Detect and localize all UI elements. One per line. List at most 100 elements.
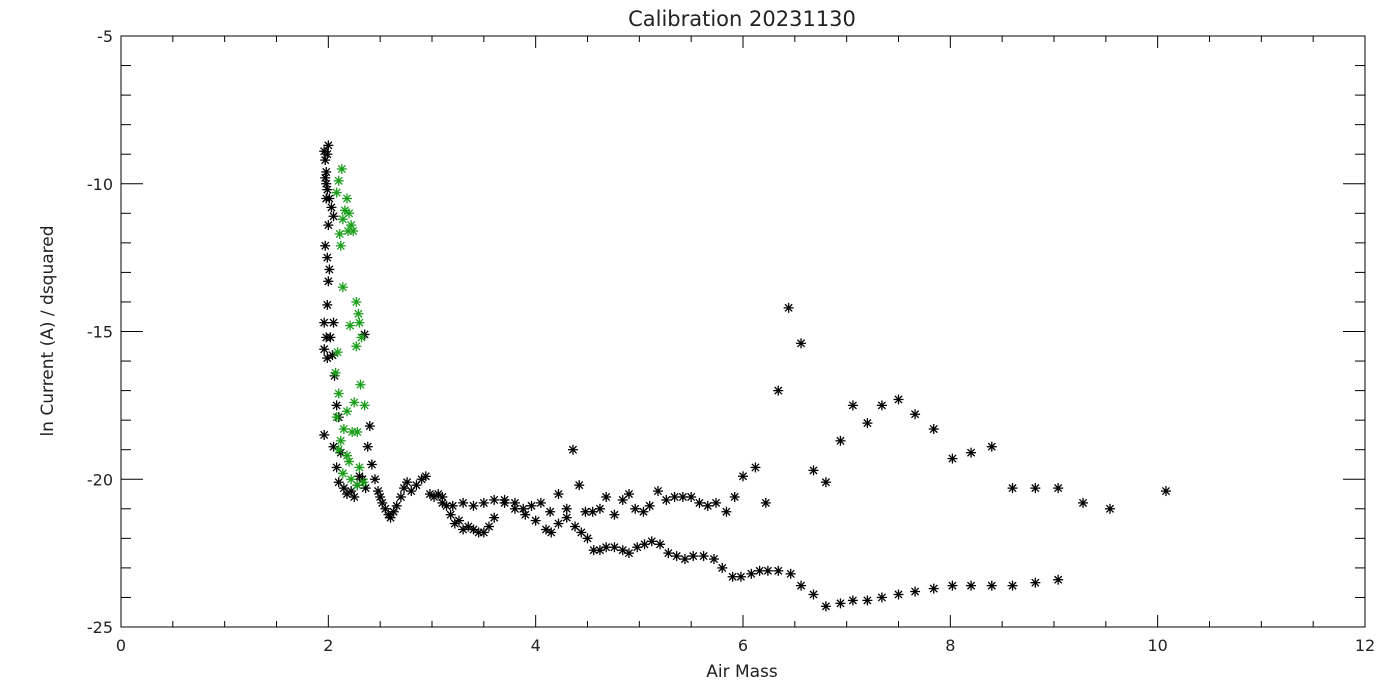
series-1-point <box>808 589 819 600</box>
series-1-point <box>688 551 699 562</box>
series-1-point <box>630 503 641 514</box>
series-2-point <box>337 468 348 479</box>
y-axis-label: ln Current (A) / dsquared <box>38 225 58 436</box>
series-1-point <box>876 592 887 603</box>
series-1-point <box>910 586 921 597</box>
series-1-point <box>655 539 666 550</box>
series-2-point <box>354 462 365 473</box>
series-1-point <box>623 548 634 559</box>
series-1-point <box>362 441 373 452</box>
series-1-point <box>323 140 334 151</box>
series-1-point <box>319 429 330 440</box>
series-1-point <box>323 220 334 231</box>
series-1-point <box>489 512 500 523</box>
series-1-point <box>711 497 722 508</box>
series-2-point <box>351 296 362 307</box>
x-axis-label: Air Mass <box>706 662 778 682</box>
series-1-point <box>458 497 469 508</box>
plot-frame <box>120 35 1366 628</box>
series-1-point <box>746 568 757 579</box>
series-1-point <box>453 515 464 526</box>
series-1-point <box>729 491 740 502</box>
series-1-point <box>499 494 510 505</box>
series-1-point <box>328 211 339 222</box>
series-1-point <box>717 562 728 573</box>
series-2-point <box>333 388 344 399</box>
series-2-point <box>351 341 362 352</box>
data-points <box>319 140 1171 612</box>
series-1-point <box>609 509 620 520</box>
series-1-point <box>876 400 887 411</box>
series-1-point <box>679 554 690 565</box>
series-2-point <box>331 412 342 423</box>
series-1-point <box>652 486 663 497</box>
series-1-point <box>721 506 732 517</box>
series-1-point <box>322 184 333 195</box>
series-2-point <box>337 214 348 225</box>
y-tick-label: -5 <box>97 27 113 46</box>
series-1-point <box>437 497 448 508</box>
series-1-point <box>835 435 846 446</box>
series-1-point <box>677 491 688 502</box>
series-1-point <box>319 317 330 328</box>
series-1-point <box>601 491 612 502</box>
series-1-point <box>708 554 719 565</box>
series-1-point <box>377 497 388 508</box>
series-1-point <box>545 506 556 517</box>
series-1-point <box>986 580 997 591</box>
series-1-point <box>391 500 402 511</box>
x-tick-label: 6 <box>738 636 748 655</box>
series-1-point <box>369 474 380 485</box>
series-1-point <box>395 491 406 502</box>
series-1-point <box>587 506 598 517</box>
series-1-point <box>331 400 342 411</box>
series-1-point <box>445 509 456 520</box>
series-1-point <box>509 497 520 508</box>
series-1-point <box>1007 580 1018 591</box>
x-tick-label: 10 <box>1147 636 1167 655</box>
series-1-point <box>617 494 628 505</box>
series-1-point <box>576 527 587 538</box>
x-tick-label: 12 <box>1355 636 1375 655</box>
x-tick-label: 8 <box>945 636 955 655</box>
series-1-point <box>698 551 709 562</box>
series-1-point <box>526 500 537 511</box>
series-1-point <box>567 444 578 455</box>
series-1-point <box>760 497 771 508</box>
series-2-point <box>341 406 352 417</box>
y-tick-label: -25 <box>87 618 113 637</box>
series-1-point <box>468 500 479 511</box>
series-1-point <box>702 500 713 511</box>
series-2-point <box>333 175 344 186</box>
series-1-point <box>570 521 581 532</box>
series-1-point <box>327 350 338 361</box>
series-1-point <box>609 542 620 553</box>
y-tick-label: -10 <box>87 175 113 194</box>
y-tick-label: -20 <box>87 470 113 489</box>
series-1-point <box>773 565 784 576</box>
series-1-point <box>582 533 593 544</box>
series-1-point <box>893 589 904 600</box>
series-1-point <box>671 551 682 562</box>
series-1-point <box>364 421 375 432</box>
series-1-point <box>484 521 495 532</box>
series-1-point <box>847 400 858 411</box>
series-1-point <box>947 580 958 591</box>
series-2-point <box>331 187 342 198</box>
series-1-point <box>320 240 331 251</box>
series-1-point <box>966 580 977 591</box>
series-1-point <box>966 447 977 458</box>
series-1-point <box>323 276 334 287</box>
series-1-point <box>594 503 605 514</box>
series-2-point <box>348 226 359 237</box>
series-1-point <box>783 302 794 313</box>
series-1-point <box>738 471 748 482</box>
series-2-point <box>344 208 355 219</box>
series-1-point <box>762 565 773 576</box>
series-1-point <box>325 332 336 343</box>
series-2-point <box>353 308 364 319</box>
chart-title: Calibration 20231130 <box>628 7 856 31</box>
series-1-point <box>319 344 330 355</box>
series-1-point <box>661 494 672 505</box>
series-2-point <box>338 424 349 435</box>
